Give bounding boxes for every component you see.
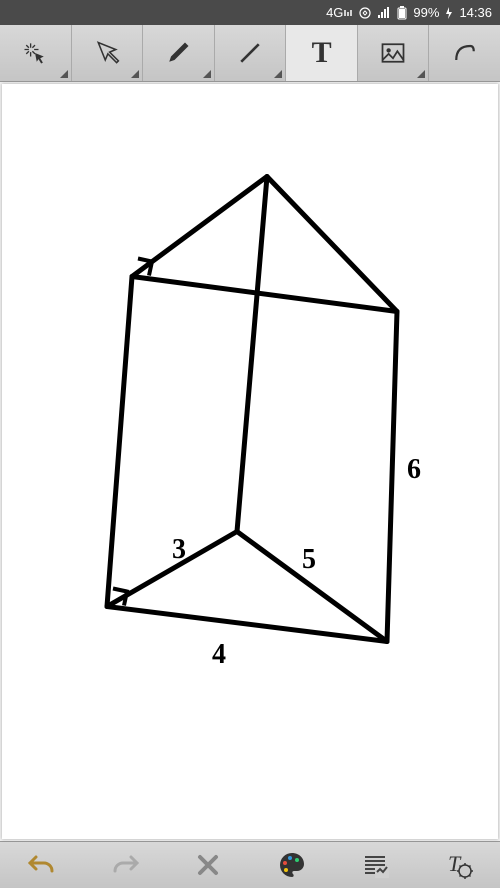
android-status-bar: 4G 99% 14:36	[0, 0, 500, 25]
tool-pencil[interactable]	[143, 25, 215, 81]
layers-button[interactable]	[333, 842, 416, 888]
top-toolbar: T	[0, 25, 500, 82]
battery-percent: 99%	[413, 5, 439, 20]
tool-line[interactable]	[215, 25, 287, 81]
shape-icon	[451, 39, 479, 67]
tool-shape[interactable]	[429, 25, 500, 81]
clock: 14:36	[459, 5, 492, 20]
text-settings-icon: T	[442, 849, 474, 881]
battery-icon	[397, 6, 407, 20]
arrow-cursor-icon	[93, 39, 121, 67]
palette-icon	[276, 849, 308, 881]
text-icon: T	[312, 36, 332, 70]
edge-label: 3	[172, 534, 186, 566]
redo-button[interactable]	[83, 842, 166, 888]
delete-icon	[192, 849, 224, 881]
edge-label: 4	[212, 639, 226, 671]
tool-select-spark[interactable]	[0, 25, 72, 81]
signal-icon	[377, 7, 391, 19]
line-icon	[236, 39, 264, 67]
charging-icon	[445, 7, 453, 19]
drawing-canvas[interactable]: 3 5 4 6	[2, 84, 498, 839]
data-icon	[359, 7, 371, 19]
redo-icon	[109, 849, 141, 881]
edge-label: 6	[407, 454, 421, 486]
network-icon: 4G	[326, 5, 353, 20]
undo-icon	[26, 849, 58, 881]
tool-select-arrow[interactable]	[72, 25, 144, 81]
spark-cursor-icon	[21, 39, 49, 67]
palette-button[interactable]	[250, 842, 333, 888]
delete-button[interactable]	[167, 842, 250, 888]
prism-drawing	[2, 84, 498, 839]
image-icon	[379, 39, 407, 67]
tool-text[interactable]: T	[286, 25, 358, 81]
tool-image[interactable]	[358, 25, 430, 81]
text-settings-button[interactable]: T	[417, 842, 500, 888]
pencil-icon	[164, 39, 192, 67]
layers-icon	[359, 849, 391, 881]
undo-button[interactable]	[0, 842, 83, 888]
bottom-toolbar: T	[0, 841, 500, 888]
edge-label: 5	[302, 544, 316, 576]
